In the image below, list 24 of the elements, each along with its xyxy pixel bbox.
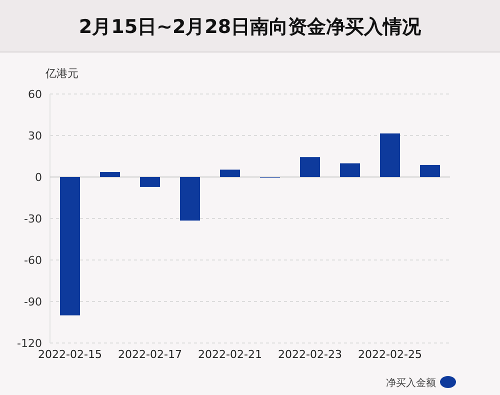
x-tick-label: 2022-02-15 [38,348,102,361]
y-tick-label: -30 [24,212,42,226]
x-tick-label: 2022-02-23 [278,348,342,361]
bar [380,133,400,177]
y-tick-label: 30 [28,130,42,142]
y-tick-label: -60 [24,254,42,267]
bar [180,177,200,221]
bar [100,172,120,177]
y-tick-label: -90 [24,296,42,308]
x-tick-label: 2022-02-17 [118,348,182,361]
y-tick-label: 0 [35,171,42,184]
bar [140,177,160,187]
legend-label: 净买入金额 [386,377,436,389]
y-tick-label: 60 [28,88,42,101]
bar [60,177,80,316]
y-axis-title: 亿港元 [44,67,78,80]
x-tick-label: 2022-02-21 [198,348,262,361]
bar [300,157,320,177]
bar [340,163,360,177]
bar [220,170,240,177]
chart-title: 2月15日~2月28日南向资金净买入情况 [78,16,422,38]
x-tick-label: 2022-02-25 [358,348,422,361]
y-tick-label: -120 [17,337,42,350]
bar [420,164,440,177]
